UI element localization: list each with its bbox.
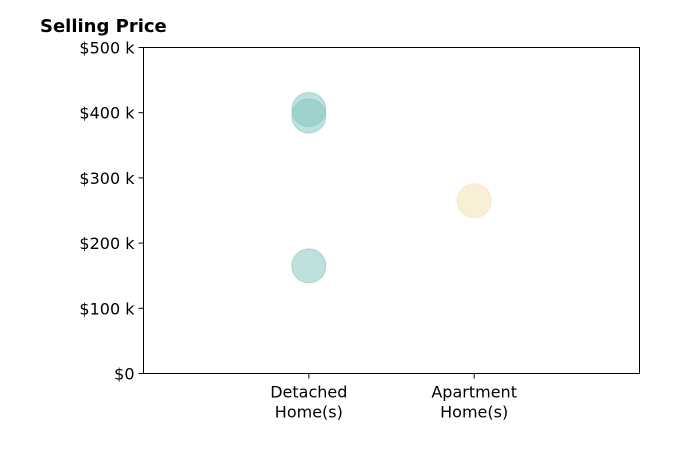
x-tick-label: Detached Home(s) xyxy=(270,383,347,422)
y-tick-label: $0 xyxy=(114,365,134,384)
y-axis: $0 $100 k $200 k $300 k $400 k $500 k xyxy=(79,39,144,384)
y-tick-label: $400 k xyxy=(79,104,135,123)
y-tick-label: $200 k xyxy=(79,234,135,253)
data-point xyxy=(291,248,327,284)
data-point xyxy=(291,98,327,134)
chart-title: Selling Price xyxy=(40,16,167,37)
x-tick-label: Apartment Home(s) xyxy=(431,383,517,422)
x-axis: Detached Home(s) Apartment Home(s) xyxy=(270,373,517,422)
plot-frame xyxy=(143,47,640,374)
data-point xyxy=(456,183,492,219)
y-tick-label: $300 k xyxy=(79,169,135,188)
y-tick-label: $100 k xyxy=(79,299,135,318)
y-tick-label: $500 k xyxy=(79,39,135,58)
data-points xyxy=(291,91,492,284)
